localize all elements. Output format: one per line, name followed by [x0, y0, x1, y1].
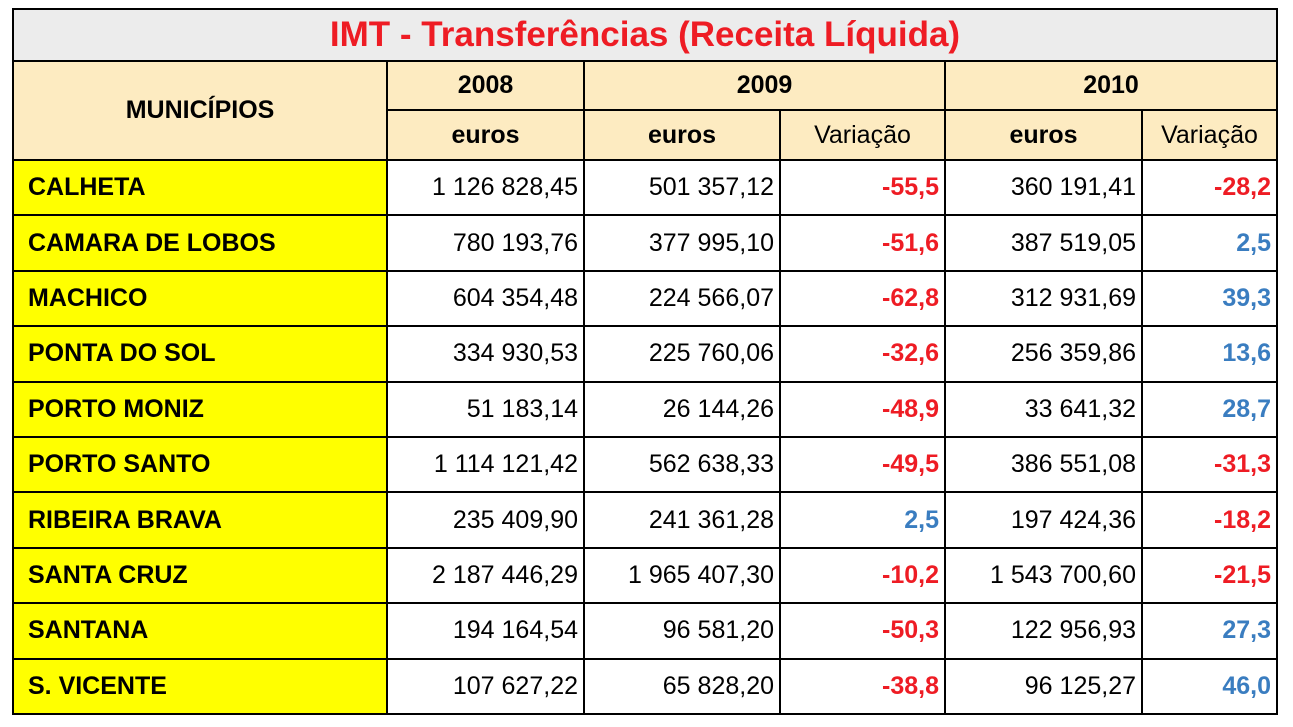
table-row: PORTO SANTO 1 114 121,42 562 638,33 -49,5 38…: [12, 435, 1278, 494]
variacao-2009-cell: -50,3: [779, 602, 946, 660]
variacao-2009-cell: -32,6: [779, 325, 946, 383]
municipio-cell: RIBEIRA BRAVA: [12, 491, 388, 549]
euros-2010-cell: 197 424,36: [944, 491, 1143, 549]
table-row: RIBEIRA BRAVA 235 409,90 241 361,28 2,5 197 …: [12, 491, 1278, 549]
header-year-2010: 2010: [944, 60, 1278, 111]
variacao-2009-cell: -55,5: [779, 158, 946, 217]
municipio-cell: MACHICO: [12, 269, 388, 328]
header-year-2008: 2008: [386, 60, 585, 111]
euros-2008-cell: 107 627,22: [386, 657, 585, 715]
euros-2008-cell: 1 126 828,45: [386, 158, 585, 217]
table-title: IMT - Transferências (Receita Líquida): [12, 8, 1278, 62]
table-row: PONTA DO SOL 334 930,53 225 760,06 -32,6 256…: [12, 325, 1278, 383]
euros-2008-cell: 235 409,90: [386, 491, 585, 549]
table-row: PORTO MONIZ 51 183,14 26 144,26 -48,9 33 641…: [12, 380, 1278, 438]
euros-2009-cell: 1 965 407,30: [583, 546, 781, 605]
municipio-cell: CAMARA DE LOBOS: [12, 214, 388, 272]
euros-2008-cell: 604 354,48: [386, 269, 585, 328]
municipio-cell: PORTO SANTO: [12, 435, 388, 494]
table-row: SANTANA 194 164,54 96 581,20 -50,3 122 956,9…: [12, 602, 1278, 660]
euros-2009-cell: 26 144,26: [583, 380, 781, 438]
table-row: SANTA CRUZ 2 187 446,29 1 965 407,30 -10,2 1…: [12, 546, 1278, 605]
table-body: CALHETA 1 126 828,45 501 357,12 -55,5 360 19…: [12, 158, 1278, 715]
euros-2010-cell: 122 956,93: [944, 602, 1143, 660]
euros-2010-cell: 360 191,41: [944, 158, 1143, 217]
variacao-2009-cell: -38,8: [779, 657, 946, 715]
euros-2008-cell: 51 183,14: [386, 380, 585, 438]
euros-2010-cell: 387 519,05: [944, 214, 1143, 272]
imt-table-sheet: IMT - Transferências (Receita Líquida) M…: [12, 8, 1278, 715]
variacao-2010-cell: 2,5: [1141, 214, 1278, 272]
table-row: CAMARA DE LOBOS 780 193,76 377 995,10 -51,6…: [12, 214, 1278, 272]
header-euros-2008: euros: [386, 109, 585, 161]
header-euros-2009: euros: [583, 109, 781, 161]
variacao-2009-cell: -49,5: [779, 435, 946, 494]
variacao-2010-cell: 27,3: [1141, 602, 1278, 660]
variacao-2010-cell: 46,0: [1141, 657, 1278, 715]
euros-2010-cell: 386 551,08: [944, 435, 1143, 494]
euros-2010-cell: 312 931,69: [944, 269, 1143, 328]
variacao-2009-cell: -51,6: [779, 214, 946, 272]
variacao-2009-cell: -10,2: [779, 546, 946, 605]
header-year-2009: 2009: [583, 60, 946, 111]
variacao-2010-cell: 28,7: [1141, 380, 1278, 438]
euros-2009-cell: 65 828,20: [583, 657, 781, 715]
euros-2009-cell: 224 566,07: [583, 269, 781, 328]
euros-2008-cell: 194 164,54: [386, 602, 585, 660]
euros-2009-cell: 377 995,10: [583, 214, 781, 272]
header-euros-2010: euros: [944, 109, 1143, 161]
euros-2010-cell: 1 543 700,60: [944, 546, 1143, 605]
variacao-2010-cell: 13,6: [1141, 325, 1278, 383]
municipio-cell: PORTO MONIZ: [12, 380, 388, 438]
municipio-cell: CALHETA: [12, 158, 388, 217]
table-row: S. VICENTE 107 627,22 65 828,20 -38,8 96 125…: [12, 657, 1278, 715]
euros-2008-cell: 1 114 121,42: [386, 435, 585, 494]
euros-2008-cell: 780 193,76: [386, 214, 585, 272]
variacao-2009-cell: -48,9: [779, 380, 946, 438]
municipio-cell: S. VICENTE: [12, 657, 388, 715]
variacao-2009-cell: 2,5: [779, 491, 946, 549]
variacao-2010-cell: 39,3: [1141, 269, 1278, 328]
header-variacao-2010: Variação: [1141, 109, 1278, 161]
euros-2009-cell: 501 357,12: [583, 158, 781, 217]
municipio-cell: SANTANA: [12, 602, 388, 660]
imt-table: IMT - Transferências (Receita Líquida) M…: [12, 8, 1278, 715]
municipio-cell: PONTA DO SOL: [12, 325, 388, 383]
table-row: MACHICO 604 354,48 224 566,07 -62,8 312 931,…: [12, 269, 1278, 328]
euros-2010-cell: 256 359,86: [944, 325, 1143, 383]
euros-2010-cell: 96 125,27: [944, 657, 1143, 715]
header-variacao-2009: Variação: [779, 109, 946, 161]
table-row: CALHETA 1 126 828,45 501 357,12 -55,5 360 19…: [12, 158, 1278, 217]
euros-2009-cell: 225 760,06: [583, 325, 781, 383]
euros-2008-cell: 334 930,53: [386, 325, 585, 383]
variacao-2010-cell: -31,3: [1141, 435, 1278, 494]
municipio-cell: SANTA CRUZ: [12, 546, 388, 605]
euros-2010-cell: 33 641,32: [944, 380, 1143, 438]
header-municipios: MUNICÍPIOS: [12, 60, 388, 161]
variacao-2010-cell: -28,2: [1141, 158, 1278, 217]
variacao-2009-cell: -62,8: [779, 269, 946, 328]
euros-2009-cell: 96 581,20: [583, 602, 781, 660]
euros-2009-cell: 562 638,33: [583, 435, 781, 494]
variacao-2010-cell: -21,5: [1141, 546, 1278, 605]
variacao-2010-cell: -18,2: [1141, 491, 1278, 549]
euros-2009-cell: 241 361,28: [583, 491, 781, 549]
euros-2008-cell: 2 187 446,29: [386, 546, 585, 605]
